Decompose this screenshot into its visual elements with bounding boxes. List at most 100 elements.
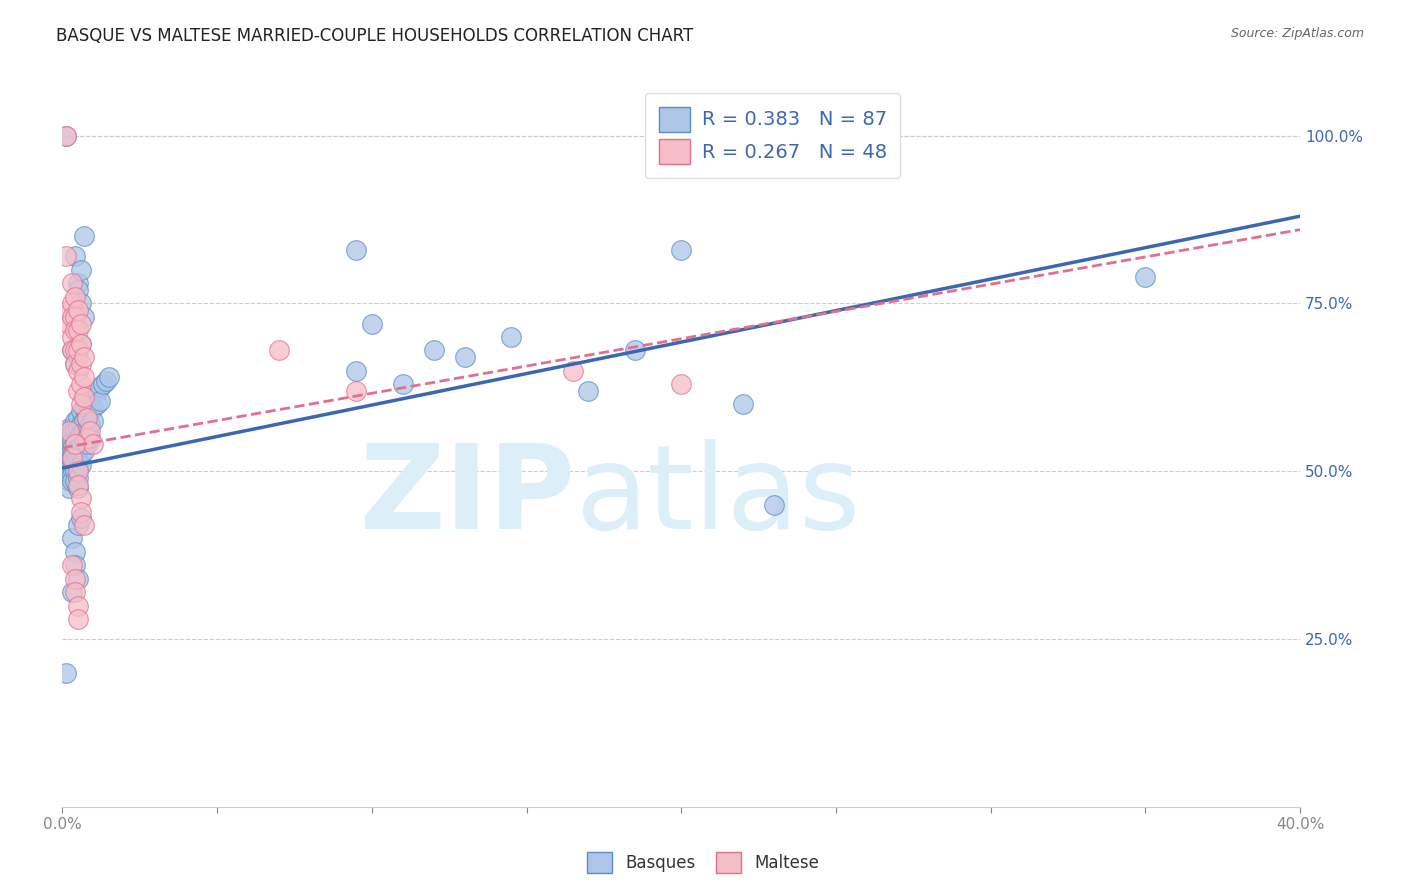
Point [63, 310, 86, 324]
Point [58, 441, 80, 455]
Point [63, 323, 86, 337]
Point [58, 317, 80, 331]
Point [73, 310, 96, 324]
Point [66, 350, 89, 364]
Point [70, 377, 93, 392]
Point [55, 434, 77, 449]
Point [66, 612, 89, 626]
Point [66, 323, 89, 337]
Point [60, 467, 83, 482]
Point [63, 317, 86, 331]
Point [60, 585, 83, 599]
Point [60, 461, 83, 475]
Point [94, 374, 117, 388]
Point [267, 343, 290, 358]
Point [501, 330, 523, 344]
Point [60, 434, 83, 449]
Point [70, 357, 93, 371]
Point [66, 277, 89, 291]
Legend: R = 0.383   N = 87, R = 0.267   N = 48: R = 0.383 N = 87, R = 0.267 N = 48 [645, 93, 900, 178]
Point [55, 128, 77, 143]
Point [63, 414, 86, 428]
Point [344, 243, 367, 257]
Point [63, 434, 86, 449]
Point [70, 336, 93, 351]
Point [60, 330, 83, 344]
Text: BASQUE VS MALTESE MARRIED-COUPLE HOUSEHOLDS CORRELATION CHART: BASQUE VS MALTESE MARRIED-COUPLE HOUSEHO… [56, 27, 693, 45]
Point [79, 431, 101, 445]
Point [63, 454, 86, 468]
Point [344, 363, 367, 377]
Point [63, 545, 86, 559]
Point [66, 461, 89, 475]
Point [562, 363, 585, 377]
Point [60, 454, 83, 468]
Text: atlas: atlas [576, 440, 862, 554]
Point [79, 404, 101, 418]
Point [66, 471, 89, 485]
Point [76, 437, 98, 451]
Point [60, 343, 83, 358]
Point [70, 437, 93, 451]
Point [60, 441, 83, 455]
Point [79, 417, 101, 432]
Point [60, 420, 83, 434]
Point [73, 401, 96, 415]
Point [70, 336, 93, 351]
Point [66, 481, 89, 495]
Point [671, 377, 693, 392]
Point [70, 511, 93, 525]
Point [763, 498, 786, 512]
Point [63, 343, 86, 358]
Point [70, 505, 93, 519]
Point [454, 350, 477, 364]
Point [70, 417, 93, 432]
Point [76, 397, 98, 411]
Point [86, 397, 108, 411]
Point [58, 448, 80, 462]
Point [1135, 269, 1157, 284]
Point [89, 380, 111, 394]
Point [70, 397, 93, 411]
Point [76, 410, 98, 425]
Point [66, 518, 89, 533]
Point [58, 424, 80, 438]
Point [66, 420, 89, 434]
Point [70, 317, 93, 331]
Point [423, 343, 446, 358]
Point [60, 296, 83, 310]
Point [66, 303, 89, 318]
Point [55, 250, 77, 264]
Point [82, 414, 104, 428]
Point [73, 229, 96, 244]
Point [97, 370, 120, 384]
Point [60, 310, 83, 324]
Point [82, 437, 104, 451]
Point [70, 404, 93, 418]
Point [70, 448, 93, 462]
Point [66, 599, 89, 613]
Point [70, 491, 93, 505]
Point [70, 427, 93, 442]
Point [60, 427, 83, 442]
Point [73, 518, 96, 533]
Point [73, 350, 96, 364]
Point [82, 401, 104, 415]
Point [66, 450, 89, 465]
Point [58, 303, 80, 318]
Point [60, 450, 83, 465]
Point [73, 434, 96, 449]
Point [60, 475, 83, 489]
Point [82, 387, 104, 401]
Point [66, 363, 89, 377]
Point [76, 410, 98, 425]
Point [60, 277, 83, 291]
Point [63, 250, 86, 264]
Point [671, 243, 693, 257]
Point [89, 393, 111, 408]
Point [79, 391, 101, 405]
Point [66, 431, 89, 445]
Point [63, 357, 86, 371]
Point [58, 420, 80, 434]
Point [55, 427, 77, 442]
